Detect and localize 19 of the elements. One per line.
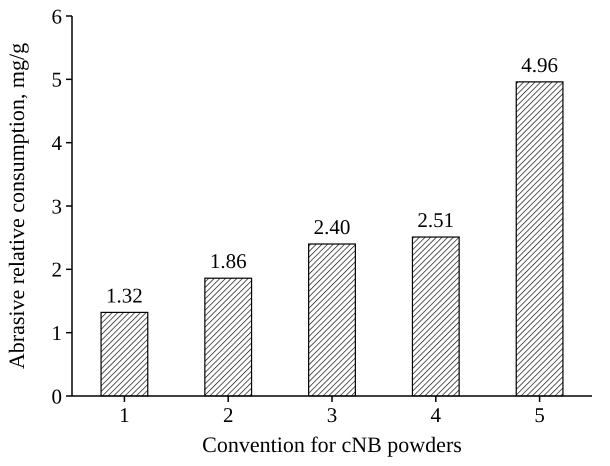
x-tick-label: 2 [222, 403, 234, 427]
data-label: 2.40 [314, 215, 350, 239]
y-tick-label: 5 [52, 68, 62, 92]
data-label: 1.32 [106, 283, 143, 308]
y-tick-label: 0 [52, 384, 62, 408]
y-tick-label: 2 [52, 258, 62, 282]
x-tick-label: 1 [119, 403, 130, 427]
x-tick-label: 5 [534, 403, 545, 427]
y-axis-title: Abrasive relative consumption, mg/g [4, 42, 29, 370]
x-tick-label: 3 [326, 403, 338, 427]
data-label: 4.96 [521, 52, 558, 77]
y-tick-label: 4 [52, 131, 62, 156]
data-label: 1.86 [210, 249, 247, 274]
x-tick-label: 4 [430, 403, 442, 427]
y-tick-label: 1 [52, 321, 62, 346]
y-tick-label: 3 [52, 194, 62, 218]
x-axis-title: Convention for cNB powders [202, 432, 462, 457]
data-label: 2.51 [417, 208, 454, 232]
y-tick-label: 6 [52, 4, 62, 28]
